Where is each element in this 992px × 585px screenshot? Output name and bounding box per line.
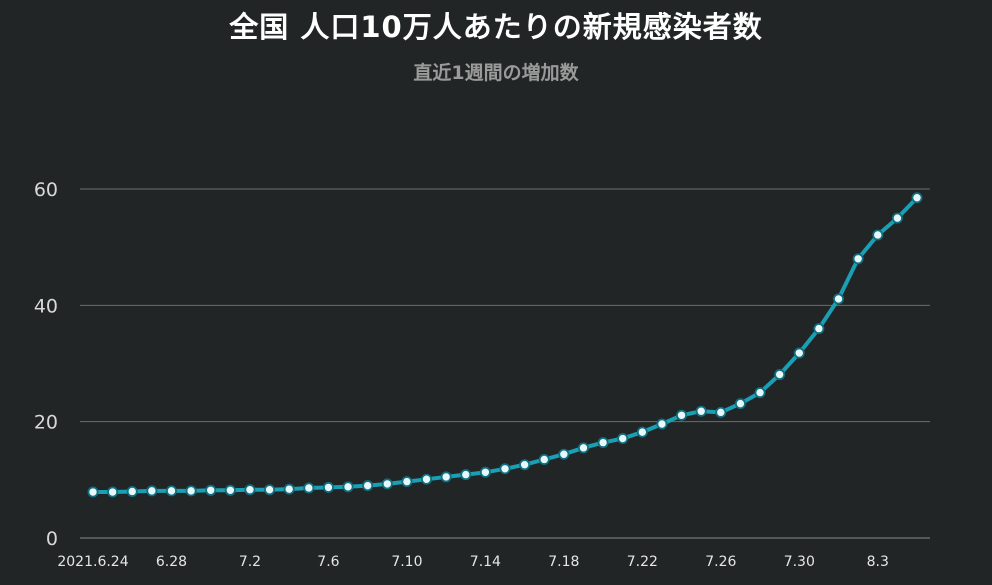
data-point (695, 405, 707, 417)
data-point (911, 192, 923, 204)
data-point (126, 485, 138, 497)
data-point (479, 466, 491, 478)
y-tick-label: 0 (46, 528, 58, 550)
data-point (538, 453, 550, 465)
data-point (107, 486, 119, 498)
chart-title: 全国 人口10万人あたりの新規感染者数 (229, 10, 763, 44)
data-point (421, 473, 433, 485)
x-tick-label: 2021.6.24 (57, 554, 128, 570)
chart-subtitle: 直近1週間の増加数 (413, 62, 579, 84)
data-point (499, 463, 511, 475)
data-point (636, 426, 648, 438)
data-point (146, 485, 158, 497)
data-point (224, 484, 236, 496)
data-point (754, 387, 766, 399)
data-point (460, 469, 472, 481)
x-tick-label: 8.3 (867, 554, 889, 570)
data-point (793, 347, 805, 359)
data-point (852, 253, 864, 265)
y-tick-label: 60 (34, 179, 58, 201)
data-point (322, 481, 334, 493)
x-tick-label: 7.30 (784, 554, 815, 570)
data-point (597, 437, 609, 449)
data-point (342, 481, 354, 493)
x-tick-label: 7.10 (391, 554, 422, 570)
data-point (617, 433, 629, 445)
data-point (656, 418, 668, 430)
x-tick-label: 7.22 (627, 554, 658, 570)
data-point (362, 480, 374, 492)
data-point (519, 459, 531, 471)
data-point (891, 212, 903, 224)
x-tick-label: 7.26 (705, 554, 736, 570)
data-point (87, 486, 99, 498)
x-tick-label: 7.2 (239, 554, 261, 570)
data-point (401, 476, 413, 488)
data-point (833, 293, 845, 305)
data-point (774, 369, 786, 381)
data-point (185, 485, 197, 497)
data-point (734, 398, 746, 410)
y-tick-label: 40 (34, 295, 58, 317)
data-point (440, 471, 452, 483)
data-point (303, 482, 315, 494)
data-point (381, 478, 393, 490)
x-tick-label: 7.6 (317, 554, 339, 570)
data-point (872, 229, 884, 241)
data-point (283, 483, 295, 495)
data-point (813, 323, 825, 335)
x-tick-label: 6.28 (156, 554, 187, 570)
data-point (577, 442, 589, 454)
y-axis-ticks: 0 20 40 60 (34, 179, 58, 550)
data-point (558, 448, 570, 460)
x-tick-label: 7.14 (470, 554, 501, 570)
x-axis-ticks: 2021.6.24 6.28 7.2 7.6 7.10 7.14 7.18 7.22 7.26 7… (57, 554, 889, 570)
data-point (264, 484, 276, 496)
data-point (244, 484, 256, 496)
gridlines (80, 188, 930, 539)
data-point (165, 485, 177, 497)
data-point (676, 409, 688, 421)
data-point (715, 406, 727, 418)
y-tick-label: 20 (34, 412, 58, 434)
data-points (87, 192, 923, 498)
x-tick-label: 7.18 (548, 554, 579, 570)
series-line (91, 195, 919, 494)
data-point (205, 484, 217, 496)
